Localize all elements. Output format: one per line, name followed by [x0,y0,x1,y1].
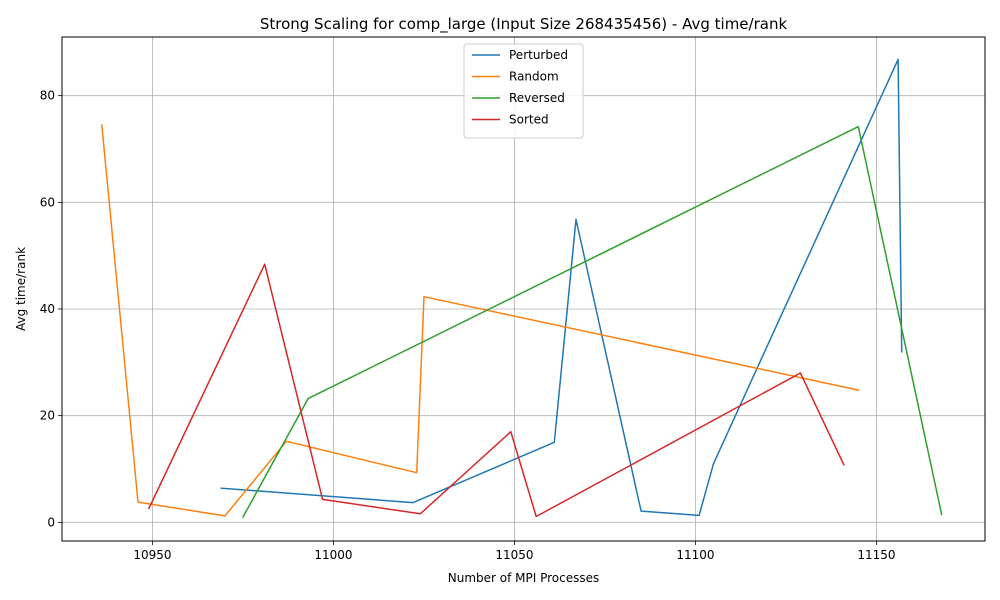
y-tick-label: 60 [40,195,55,209]
y-tick-label: 20 [40,409,55,423]
series-line-sorted [147,263,845,518]
series-line-random [100,124,860,517]
plot-area-frame [61,36,986,542]
legend: Perturbed Random Reversed Sorted [463,43,584,139]
x-tick-label: 11050 [495,548,533,562]
legend-label-random: Random [509,70,559,84]
y-tick-label: 0 [47,515,55,529]
legend-box [463,43,584,139]
x-tick-label: 11100 [676,548,714,562]
x-tick-label: 11000 [314,548,352,562]
x-axis-label: Number of MPI Processes [448,571,600,585]
chart-title: Strong Scaling for comp_large (Input Siz… [260,15,788,34]
legend-label-perturbed: Perturbed [509,48,568,62]
series-line-reversed [241,125,943,519]
axis-ticks: 10950 11000 11050 11100 11150 0 20 40 60 80 [40,89,896,562]
x-tick-label: 10950 [133,548,171,562]
series-line-perturbed [220,58,903,517]
y-tick-label: 80 [40,89,55,103]
legend-label-reversed: Reversed [509,91,565,105]
legend-label-sorted: Sorted [509,113,549,127]
y-tick-label: 40 [40,302,55,316]
series-lines [100,58,943,519]
y-axis-label: Avg time/rank [14,247,28,331]
x-tick-label: 11150 [857,548,895,562]
